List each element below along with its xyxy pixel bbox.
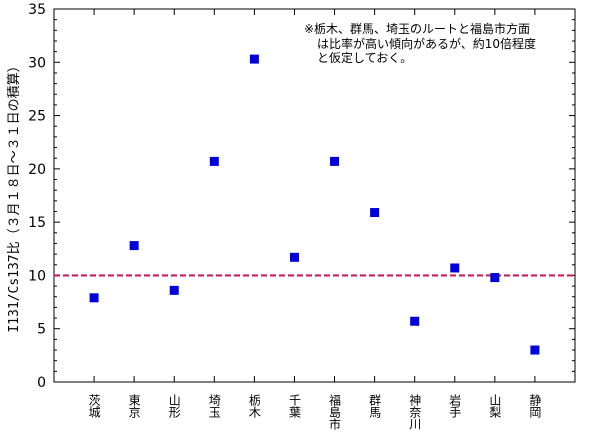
data-point — [129, 241, 139, 251]
data-point — [289, 252, 299, 262]
x-category-label: 群馬 — [368, 394, 382, 419]
data-point — [209, 156, 219, 166]
data-point — [410, 316, 420, 326]
y-tick-label: 20 — [28, 162, 46, 178]
y-tick-label: 0 — [37, 375, 46, 391]
x-category-label: 静岡 — [528, 394, 542, 418]
data-points — [89, 54, 540, 355]
y-axis-label: I131/Cs137比（３月１８日～３１日の積算） — [7, 59, 22, 332]
data-point — [490, 273, 500, 283]
annotation-line-1: ※栃木、群馬、埼玉のルートと福島市方面 — [304, 21, 530, 36]
y-axis-ticks: 0 5 10 15 20 25 30 35 — [28, 2, 575, 391]
x-category-label: 栃木 — [247, 394, 261, 418]
y-tick-label: 25 — [28, 109, 46, 125]
annotation-line-2: は比率が高い傾向があるが、約10倍程度 — [317, 36, 536, 51]
x-category-label: 岩手 — [448, 393, 462, 418]
y-tick-label: 10 — [28, 268, 46, 284]
x-category-label: 神奈川 — [408, 394, 422, 430]
x-axis-ticks: 茨城 東京 山形 埼玉 栃木 千葉 福島市 群馬 神奈川 岩手 山梨 静岡 — [87, 9, 542, 430]
annotation-line-3: と仮定しておく。 — [317, 50, 412, 65]
y-tick-label: 5 — [37, 322, 46, 338]
x-category-label: 茨城 — [87, 394, 101, 419]
x-category-label: 埼玉 — [207, 394, 221, 418]
data-point — [530, 345, 540, 355]
y-tick-label: 30 — [28, 55, 46, 71]
x-category-label: 東京 — [127, 394, 141, 419]
y-tick-label: 15 — [28, 215, 46, 231]
x-category-label: 福島市 — [328, 393, 342, 430]
data-point — [330, 156, 340, 166]
x-category-label: 山梨 — [488, 394, 502, 418]
plot-frame — [53, 8, 576, 383]
data-point — [169, 285, 179, 295]
data-point — [370, 208, 380, 218]
x-category-label: 山形 — [167, 394, 181, 419]
x-category-label: 千葉 — [287, 394, 301, 418]
data-point — [249, 54, 259, 64]
data-point — [450, 263, 460, 273]
data-point — [89, 293, 99, 303]
y-tick-label: 35 — [28, 2, 46, 18]
